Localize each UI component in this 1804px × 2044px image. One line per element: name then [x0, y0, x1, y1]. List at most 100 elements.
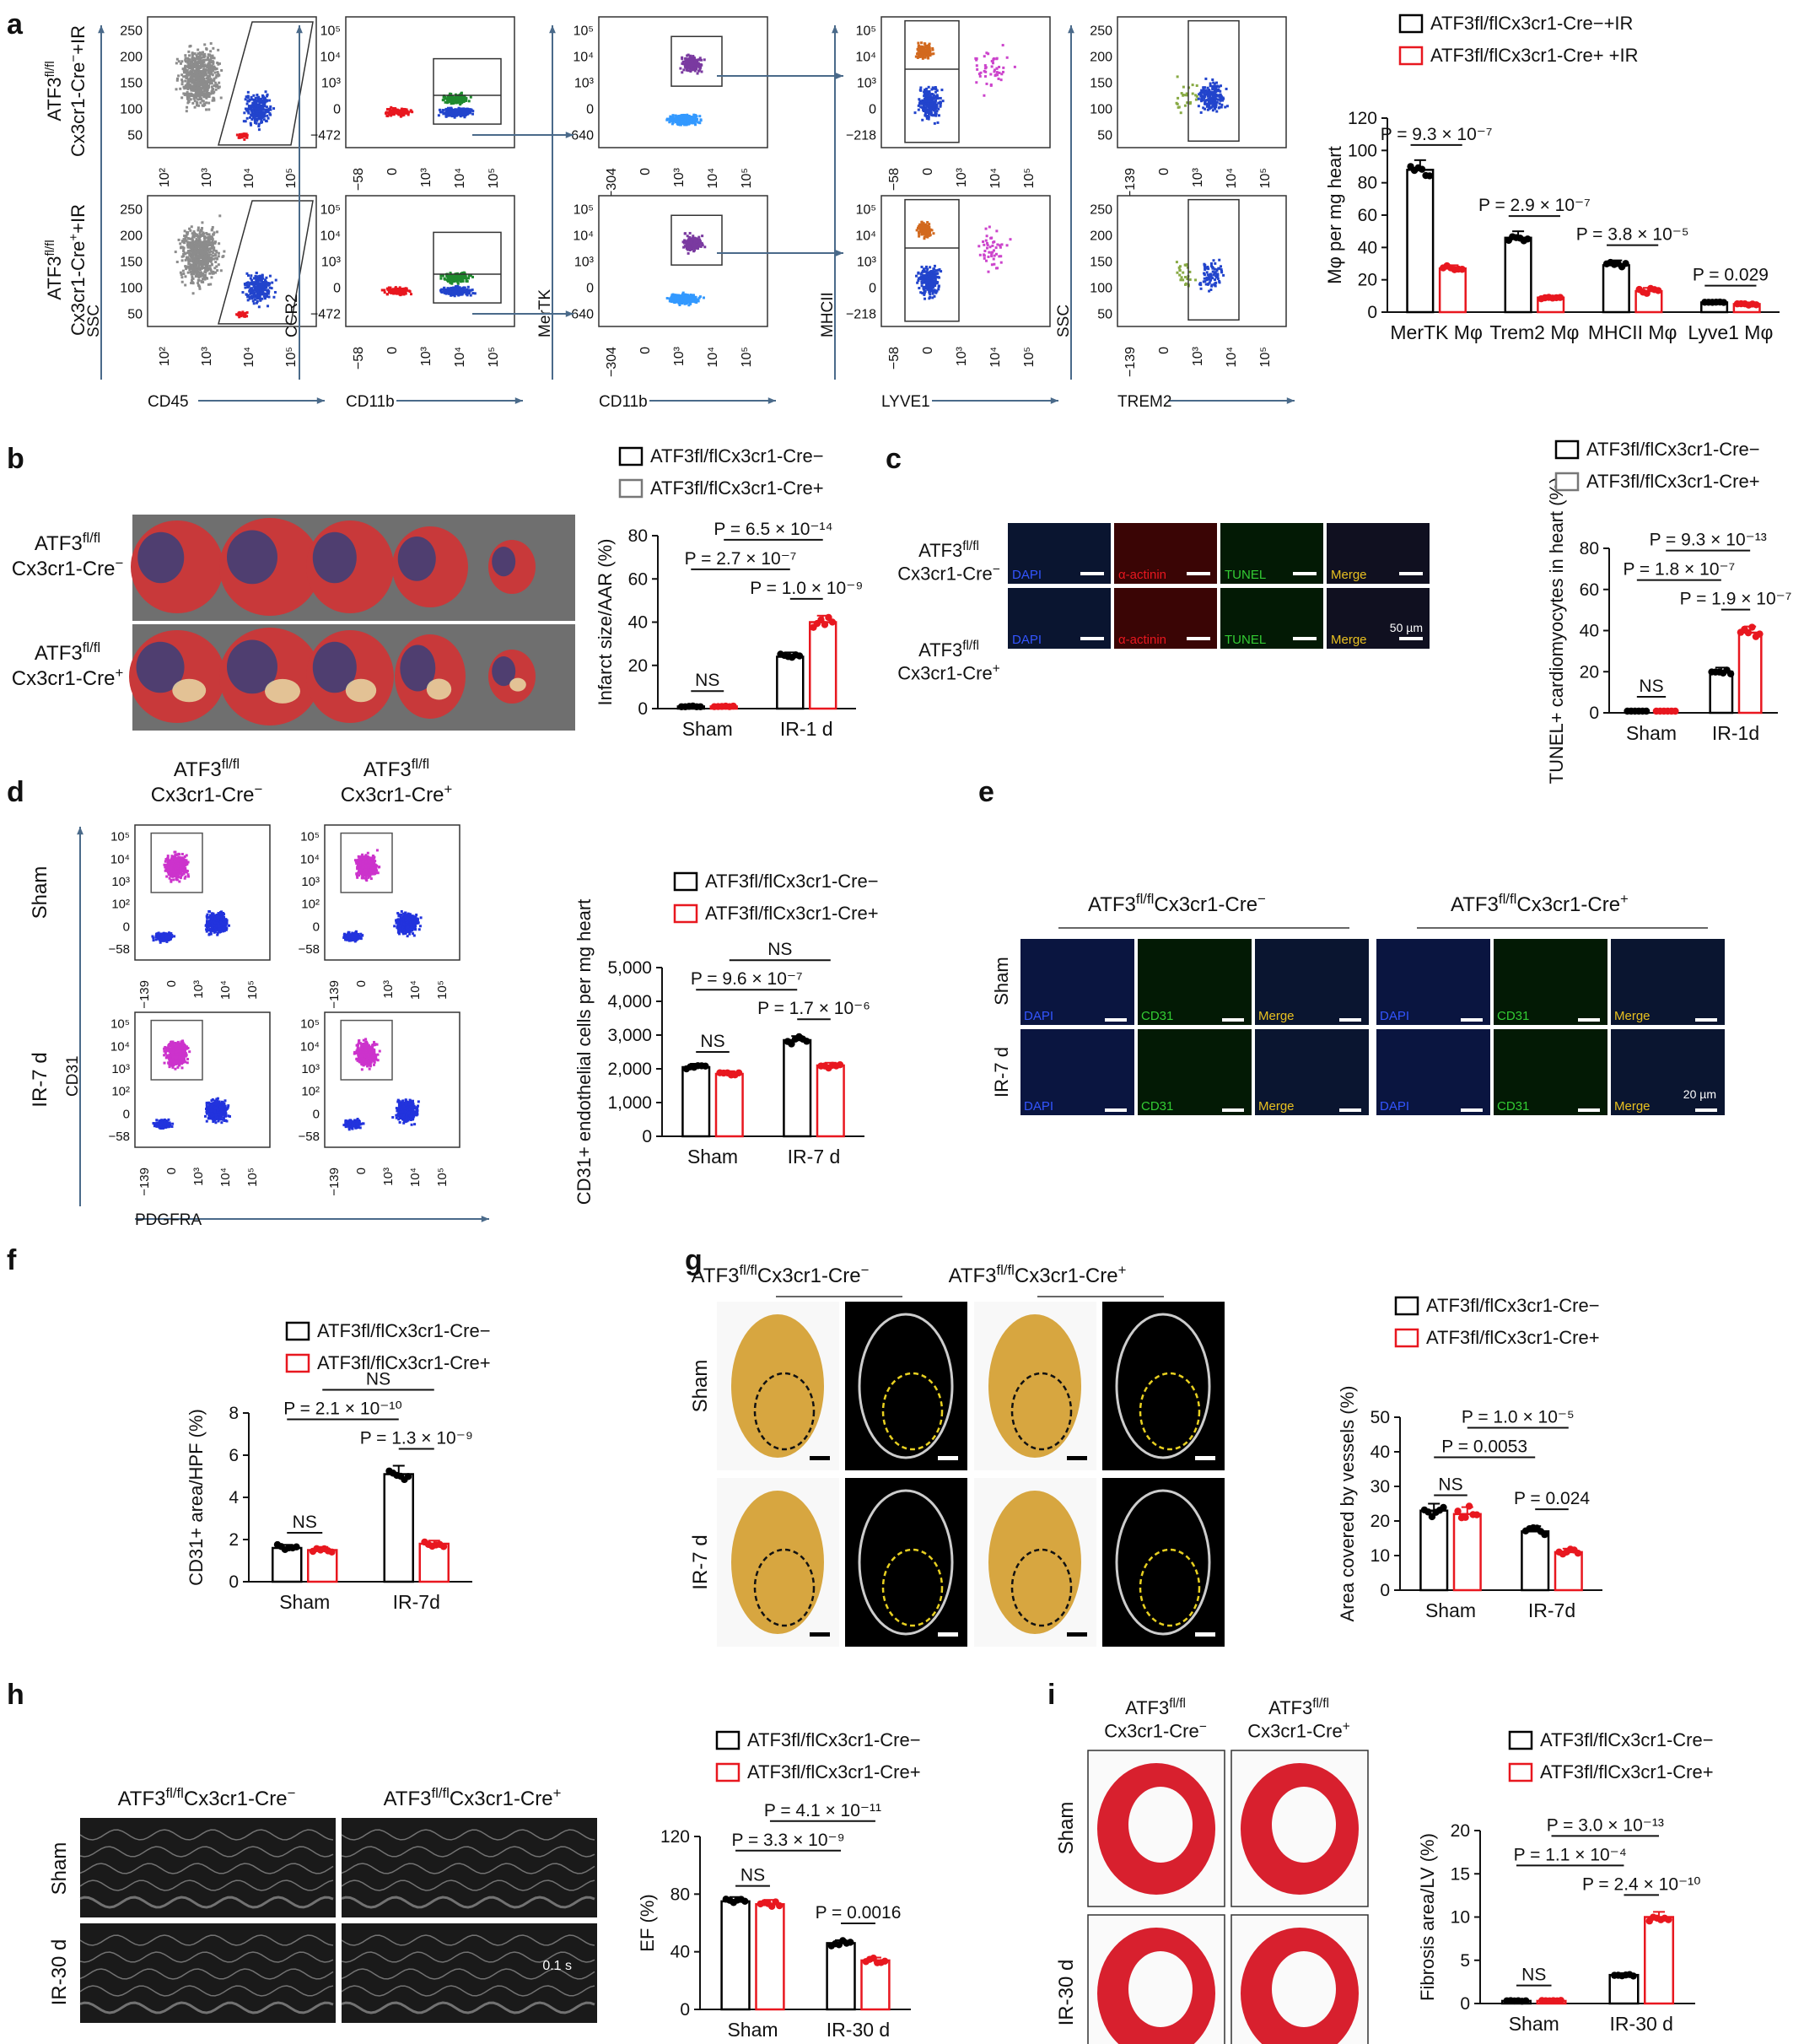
event-dot: [180, 240, 184, 243]
event-dot: [457, 278, 460, 281]
event-dot: [244, 286, 247, 289]
event-dot: [253, 119, 256, 122]
event-dot: [194, 59, 197, 62]
event-dot: [211, 65, 214, 68]
event-dot: [197, 86, 200, 89]
event-dot: [207, 78, 210, 81]
event-dot: [927, 230, 930, 234]
event-dot: [247, 274, 250, 278]
event-dot: [999, 245, 1002, 249]
event-dot: [191, 251, 194, 254]
event-dot: [209, 78, 213, 81]
event-dot: [257, 122, 261, 126]
event-dot: [993, 68, 996, 72]
x-tick-label: 10³: [419, 346, 433, 366]
event-dot: [188, 254, 191, 257]
x-tick-label: −58: [887, 168, 902, 191]
event-dot: [210, 270, 213, 273]
event-dot: [920, 101, 924, 105]
event-dot: [189, 79, 192, 83]
event-dot: [202, 245, 205, 249]
event-dot: [190, 242, 193, 245]
event-dot: [196, 81, 199, 84]
y-tick-label: 10⁴: [573, 51, 594, 65]
event-dot: [260, 113, 263, 116]
event-dot: [270, 287, 273, 290]
arrow-head: [514, 397, 523, 404]
event-dot: [184, 64, 187, 67]
event-dot: [188, 67, 191, 70]
event-dot: [983, 256, 986, 260]
event-dot: [399, 291, 402, 294]
y-axis-label: CCR2: [283, 294, 301, 337]
event-dot: [460, 92, 463, 95]
panel-letter-a: a: [7, 8, 24, 40]
event-dot: [186, 88, 190, 91]
event-dot: [468, 111, 471, 115]
event-dot: [254, 298, 257, 301]
event-dot: [213, 241, 217, 245]
event-dot: [928, 233, 931, 236]
flow-plot: [147, 16, 317, 148]
event-dot: [925, 94, 929, 97]
event-dot: [203, 103, 207, 106]
event-dot: [186, 105, 189, 109]
event-dot: [697, 63, 700, 67]
event-dot: [256, 280, 260, 283]
event-dot: [180, 60, 184, 63]
event-dot: [198, 60, 202, 63]
event-dot: [996, 243, 999, 246]
event-dot: [213, 97, 216, 100]
event-dot: [216, 269, 219, 272]
event-dot: [690, 118, 693, 121]
event-dot: [251, 108, 255, 111]
event-dot: [204, 94, 207, 98]
event-dot: [924, 289, 927, 293]
event-dot: [994, 267, 998, 270]
event-dot: [209, 237, 213, 240]
event-dot: [920, 105, 924, 109]
event-dot: [191, 80, 195, 84]
event-dot: [470, 289, 473, 292]
event-dot: [693, 299, 697, 303]
event-dot: [450, 278, 454, 281]
event-dot: [191, 57, 194, 61]
event-dot: [195, 264, 198, 267]
event-dot: [202, 280, 205, 283]
event-dot: [192, 235, 196, 239]
event-dot: [206, 236, 209, 240]
event-dot: [185, 234, 188, 237]
event-dot: [261, 102, 265, 105]
event-dot: [186, 251, 189, 255]
event-dot: [449, 291, 452, 294]
event-dot: [464, 273, 467, 277]
event-dot: [197, 249, 200, 252]
event-dot: [191, 66, 194, 69]
event-dot: [246, 110, 250, 113]
event-dot: [212, 57, 215, 60]
event-dot: [454, 93, 457, 96]
event-dot: [697, 240, 700, 243]
panel-letter-f: f: [7, 1244, 17, 1276]
event-dot: [204, 243, 207, 246]
event-dot: [198, 287, 202, 290]
event-dot: [207, 253, 211, 256]
event-dot: [934, 278, 937, 282]
event-dot: [689, 247, 692, 251]
event-dot: [215, 256, 218, 260]
event-dot: [448, 279, 451, 283]
event-dot: [470, 108, 473, 111]
event-dot: [937, 288, 940, 291]
event-dot: [927, 45, 930, 48]
event-dot: [243, 315, 246, 318]
event-dot: [698, 115, 702, 118]
event-dot: [251, 281, 255, 284]
event-dot: [688, 241, 692, 245]
event-dot: [204, 84, 207, 88]
event-dot: [697, 238, 701, 241]
event-dot: [197, 77, 201, 80]
y-tick-label: 10³: [857, 256, 877, 270]
event-dot: [684, 117, 687, 121]
event-dot: [923, 270, 926, 273]
event-dot: [267, 295, 271, 299]
